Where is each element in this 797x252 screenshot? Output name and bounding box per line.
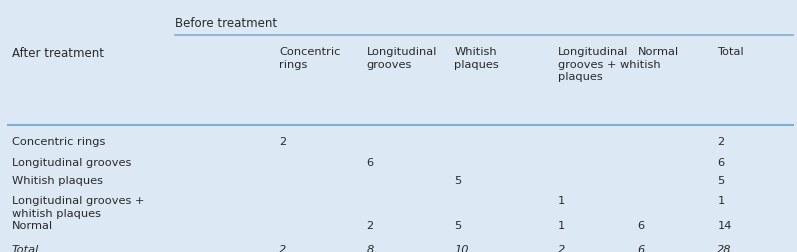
Text: 1: 1 bbox=[558, 196, 565, 206]
Text: 5: 5 bbox=[454, 176, 461, 186]
Text: 6: 6 bbox=[638, 245, 645, 252]
Text: 2: 2 bbox=[558, 245, 565, 252]
Text: 5: 5 bbox=[454, 221, 461, 231]
Text: 2: 2 bbox=[717, 137, 724, 147]
Text: 28: 28 bbox=[717, 245, 732, 252]
Text: 1: 1 bbox=[717, 196, 724, 206]
Text: 8: 8 bbox=[367, 245, 374, 252]
Text: 2: 2 bbox=[279, 245, 286, 252]
Text: 2: 2 bbox=[279, 137, 286, 147]
Text: 14: 14 bbox=[717, 221, 732, 231]
Text: Before treatment: Before treatment bbox=[175, 17, 277, 30]
Text: 10: 10 bbox=[454, 245, 469, 252]
Text: Longitudinal grooves: Longitudinal grooves bbox=[12, 158, 132, 168]
Text: Longitudinal
grooves: Longitudinal grooves bbox=[367, 47, 437, 70]
Text: Normal: Normal bbox=[638, 47, 679, 57]
Text: 6: 6 bbox=[638, 221, 645, 231]
Text: Total: Total bbox=[12, 245, 39, 252]
Text: 5: 5 bbox=[717, 176, 724, 186]
Text: 2: 2 bbox=[367, 221, 374, 231]
Text: 6: 6 bbox=[367, 158, 374, 168]
Text: Concentric
rings: Concentric rings bbox=[279, 47, 340, 70]
Text: Whitish plaques: Whitish plaques bbox=[12, 176, 103, 186]
Text: Whitish
plaques: Whitish plaques bbox=[454, 47, 499, 70]
Text: Concentric rings: Concentric rings bbox=[12, 137, 105, 147]
Text: 6: 6 bbox=[717, 158, 724, 168]
Text: 1: 1 bbox=[558, 221, 565, 231]
Text: Total: Total bbox=[717, 47, 744, 57]
Text: Longitudinal grooves +
whitish plaques: Longitudinal grooves + whitish plaques bbox=[12, 196, 144, 219]
Text: After treatment: After treatment bbox=[12, 47, 104, 60]
Text: Longitudinal
grooves + whitish
plaques: Longitudinal grooves + whitish plaques bbox=[558, 47, 661, 82]
Text: Normal: Normal bbox=[12, 221, 53, 231]
